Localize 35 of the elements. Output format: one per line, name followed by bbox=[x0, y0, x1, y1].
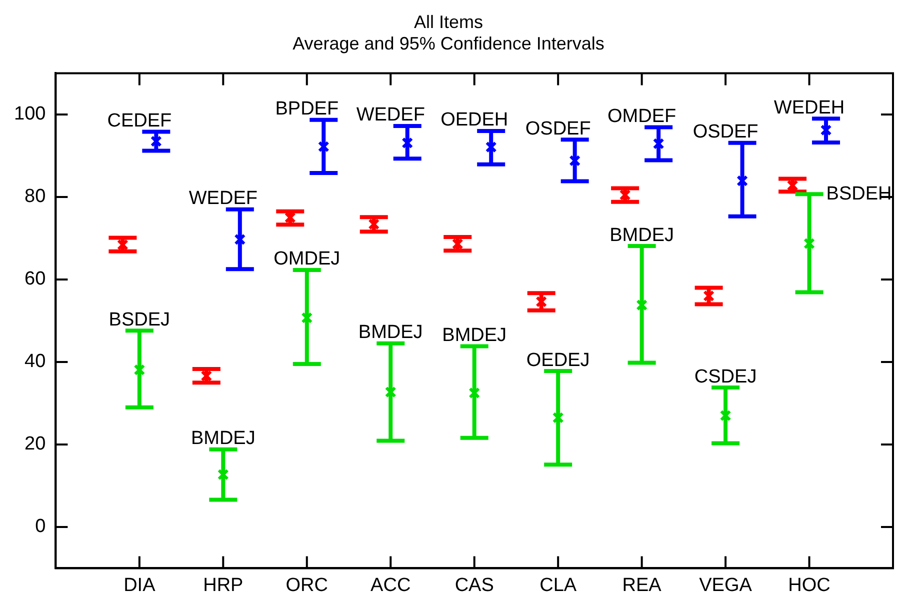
annotation: BMDEJ bbox=[610, 224, 674, 246]
annotation: OSDEF bbox=[525, 118, 591, 140]
annotation: BMDEJ bbox=[358, 322, 423, 344]
x-tick-label: CLA bbox=[540, 574, 577, 596]
annotation: OMDEJ bbox=[274, 248, 340, 270]
annotation: WEDEF bbox=[188, 188, 258, 210]
y-tick-label: 20 bbox=[24, 434, 46, 455]
chart-title: All Items bbox=[414, 12, 484, 32]
annotation: CEDEF bbox=[107, 110, 172, 132]
annotation: OMDEF bbox=[608, 106, 676, 127]
annotation: OEDEH bbox=[440, 110, 508, 131]
x-tick-label: DIA bbox=[124, 574, 156, 596]
chart-subtitle: Average and 95% Confidence Intervals bbox=[292, 33, 604, 54]
annotation: BMDEJ bbox=[442, 325, 507, 346]
annotation: WEDEH bbox=[774, 97, 845, 118]
x-tick-label: HRP bbox=[203, 574, 244, 596]
annotation: OSDEF bbox=[692, 122, 758, 143]
annotation: BMDEJ bbox=[190, 428, 256, 450]
y-tick-label: 80 bbox=[24, 186, 46, 208]
x-tick-label: VEGA bbox=[699, 574, 752, 596]
annotation: BSDEH bbox=[826, 183, 892, 204]
annotation: CSDEJ bbox=[694, 366, 757, 388]
x-tick-label: REA bbox=[622, 574, 662, 596]
x-tick-label: ORC bbox=[286, 574, 328, 596]
y-tick-label: 100 bbox=[14, 104, 46, 125]
x-tick-label: ACC bbox=[370, 574, 411, 596]
y-tick-label: 60 bbox=[24, 268, 46, 290]
annotation: OEDEJ bbox=[526, 350, 590, 371]
x-tick-label: CAS bbox=[454, 574, 494, 596]
annotation: WEDEF bbox=[356, 104, 425, 126]
x-tick-label: HOC bbox=[788, 574, 830, 596]
annotation: BPDEF bbox=[275, 98, 339, 120]
annotation: BSDEJ bbox=[108, 309, 170, 330]
y-tick-label: 40 bbox=[24, 351, 46, 372]
y-tick-label: 0 bbox=[35, 516, 46, 538]
